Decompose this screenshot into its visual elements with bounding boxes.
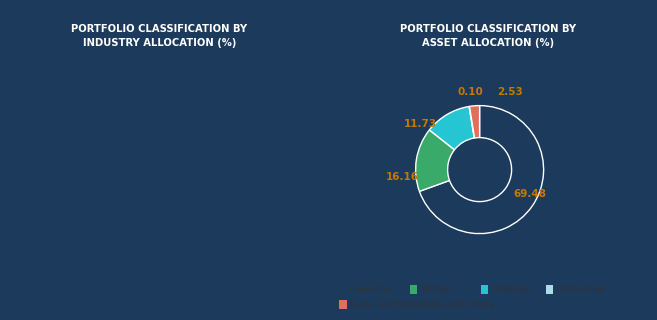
Text: Chemicals: Chemicals <box>17 223 62 232</box>
Text: 69.48: 69.48 <box>513 189 546 199</box>
Text: 12.22: 12.22 <box>277 99 302 108</box>
Text: 2.26: 2.26 <box>283 254 302 263</box>
Text: 10.73: 10.73 <box>277 114 302 123</box>
Text: 8.20: 8.20 <box>283 130 302 139</box>
Text: Automobile: Automobile <box>17 145 67 154</box>
Text: Consumer Goods: Consumer Goods <box>17 99 92 108</box>
Text: Large Cap: Large Cap <box>350 285 391 294</box>
Text: Energy: Energy <box>17 114 47 123</box>
Text: 4.12: 4.12 <box>283 176 302 185</box>
Text: 4.20: 4.20 <box>283 161 302 170</box>
Text: Pharma: Pharma <box>17 207 51 217</box>
Text: IT: IT <box>17 130 25 139</box>
Text: Telecom: Telecom <box>17 254 53 263</box>
Text: Smallcap: Smallcap <box>492 285 530 294</box>
Text: 2.53: 2.53 <box>283 301 302 310</box>
Text: 0.23: 0.23 <box>283 285 302 294</box>
Text: 11.73: 11.73 <box>404 118 438 129</box>
Text: Media And Entertainment: Media And Entertainment <box>17 285 129 294</box>
Bar <box>482 285 488 294</box>
Text: 3.26: 3.26 <box>283 223 302 232</box>
Bar <box>340 300 346 309</box>
Wedge shape <box>470 106 480 138</box>
Bar <box>411 285 417 294</box>
Text: Services: Services <box>17 270 54 279</box>
Text: Cash, Cash Equivalents, And Others: Cash, Cash Equivalents, And Others <box>350 300 493 309</box>
Text: Metals: Metals <box>17 239 46 248</box>
Text: 16.16: 16.16 <box>386 172 419 182</box>
Text: 5.51: 5.51 <box>283 145 302 154</box>
Bar <box>546 285 553 294</box>
Wedge shape <box>430 107 474 150</box>
Text: 2.17: 2.17 <box>283 270 302 279</box>
Text: 3.71: 3.71 <box>283 192 302 201</box>
Text: Cement & Cement Products: Cement & Cement Products <box>17 176 138 185</box>
Bar <box>340 285 346 294</box>
Text: PORTFOLIO CLASSIFICATION BY
INDUSTRY ALLOCATION (%): PORTFOLIO CLASSIFICATION BY INDUSTRY ALL… <box>71 24 248 48</box>
Text: Construction: Construction <box>17 161 73 170</box>
Text: Financial Services: Financial Services <box>17 83 95 92</box>
Wedge shape <box>419 106 543 234</box>
Wedge shape <box>416 130 455 191</box>
Text: Unclassified: Unclassified <box>556 285 605 294</box>
Text: Cash, Cash Equivalents, And Others: Cash, Cash Equivalents, And Others <box>17 301 174 310</box>
Text: Industrial Manufacturing: Industrial Manufacturing <box>17 192 124 201</box>
Text: 34.62: 34.62 <box>277 83 302 92</box>
Wedge shape <box>469 107 474 138</box>
Text: 2.53: 2.53 <box>497 86 523 97</box>
Text: 0.10: 0.10 <box>457 86 483 97</box>
Text: 2.96: 2.96 <box>283 239 302 248</box>
Text: Midcap: Midcap <box>421 285 450 294</box>
Text: 3.28: 3.28 <box>283 207 302 217</box>
Text: PORTFOLIO CLASSIFICATION BY
ASSET ALLOCATION (%): PORTFOLIO CLASSIFICATION BY ASSET ALLOCA… <box>399 24 576 48</box>
